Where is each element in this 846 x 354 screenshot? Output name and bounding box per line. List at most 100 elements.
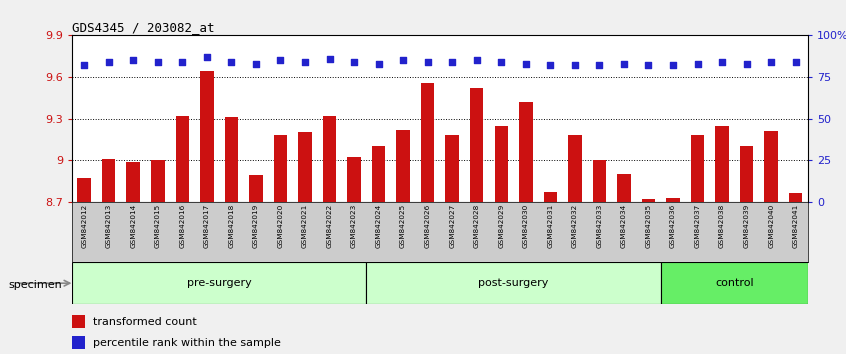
Point	[273, 57, 287, 63]
Text: GSM842031: GSM842031	[547, 204, 553, 248]
Bar	[72, 315, 85, 328]
Text: GSM842035: GSM842035	[645, 204, 651, 248]
Point	[568, 63, 581, 68]
Bar	[397, 130, 409, 202]
Bar	[544, 192, 557, 202]
Bar	[470, 88, 483, 202]
Bar	[151, 160, 164, 202]
Point	[322, 56, 336, 62]
Text: GSM842023: GSM842023	[351, 204, 357, 248]
Point	[371, 61, 385, 67]
Point	[666, 63, 679, 68]
Bar	[667, 198, 679, 202]
Text: control: control	[715, 278, 754, 288]
Bar	[201, 72, 213, 202]
Point	[347, 59, 360, 65]
Text: pre-surgery: pre-surgery	[187, 278, 251, 288]
Point	[519, 61, 532, 67]
Point	[102, 59, 115, 65]
Bar	[72, 262, 366, 304]
Point	[77, 63, 91, 68]
Bar	[618, 174, 630, 202]
Point	[543, 63, 557, 68]
Point	[494, 59, 508, 65]
Text: GSM842016: GSM842016	[179, 204, 185, 248]
Bar	[789, 193, 802, 202]
Bar	[569, 135, 581, 202]
Bar	[740, 146, 753, 202]
Point	[396, 57, 409, 63]
Text: GSM842012: GSM842012	[81, 204, 87, 248]
Bar	[372, 146, 385, 202]
Point	[739, 61, 753, 67]
Bar	[765, 131, 777, 202]
Text: GSM842025: GSM842025	[400, 204, 406, 248]
Text: GSM842036: GSM842036	[670, 204, 676, 248]
Bar	[250, 176, 262, 202]
Text: GSM842041: GSM842041	[793, 204, 799, 248]
Bar	[299, 132, 311, 202]
Point	[641, 63, 655, 68]
Point	[715, 59, 728, 65]
Point	[690, 61, 704, 67]
Text: GSM842018: GSM842018	[228, 204, 234, 248]
Text: specimen: specimen	[8, 280, 63, 290]
Bar	[225, 117, 238, 202]
Bar	[366, 262, 661, 304]
Bar	[176, 116, 189, 202]
Text: GSM842013: GSM842013	[106, 204, 112, 248]
Text: GSM842039: GSM842039	[744, 204, 750, 248]
Text: GSM842028: GSM842028	[474, 204, 480, 248]
Bar	[691, 135, 704, 202]
Point	[175, 59, 189, 65]
Text: GSM842033: GSM842033	[596, 204, 602, 248]
Point	[764, 59, 777, 65]
Point	[470, 57, 483, 63]
Point	[617, 61, 630, 67]
Text: GSM842020: GSM842020	[277, 204, 283, 248]
Bar	[127, 161, 140, 202]
Text: GSM842032: GSM842032	[572, 204, 578, 248]
Bar	[78, 178, 91, 202]
Text: GSM842029: GSM842029	[498, 204, 504, 248]
Text: GSM842026: GSM842026	[425, 204, 431, 248]
Text: GSM842027: GSM842027	[449, 204, 455, 248]
Point	[224, 59, 239, 65]
Bar	[348, 158, 360, 202]
Text: GSM842024: GSM842024	[376, 204, 382, 248]
Text: transformed count: transformed count	[92, 316, 196, 327]
Text: GSM842030: GSM842030	[523, 204, 529, 248]
Bar	[495, 126, 508, 202]
Bar	[593, 160, 606, 202]
Text: GSM842038: GSM842038	[719, 204, 725, 248]
Point	[445, 59, 459, 65]
Bar	[421, 82, 434, 202]
Bar	[716, 126, 728, 202]
Text: GSM842015: GSM842015	[155, 204, 161, 248]
Text: post-surgery: post-surgery	[478, 278, 549, 288]
Point	[592, 63, 606, 68]
Text: GSM842037: GSM842037	[695, 204, 700, 248]
Text: GSM842034: GSM842034	[621, 204, 627, 248]
Bar	[661, 262, 808, 304]
Point	[298, 59, 311, 65]
Text: GSM842019: GSM842019	[253, 204, 259, 248]
Bar	[102, 159, 115, 202]
Bar	[642, 199, 655, 202]
Point	[126, 57, 140, 63]
Text: GSM842014: GSM842014	[130, 204, 136, 248]
Bar	[323, 116, 336, 202]
Text: GSM842040: GSM842040	[768, 204, 774, 248]
Bar	[446, 135, 459, 202]
Point	[200, 54, 213, 60]
Text: GSM842017: GSM842017	[204, 204, 210, 248]
Bar	[72, 336, 85, 349]
Text: percentile rank within the sample: percentile rank within the sample	[92, 338, 280, 348]
Text: GSM842021: GSM842021	[302, 204, 308, 248]
Point	[249, 61, 262, 67]
Point	[420, 59, 435, 65]
Text: GDS4345 / 203082_at: GDS4345 / 203082_at	[72, 21, 214, 34]
Point	[151, 59, 164, 65]
Bar	[519, 102, 532, 202]
Text: GSM842022: GSM842022	[327, 204, 332, 248]
